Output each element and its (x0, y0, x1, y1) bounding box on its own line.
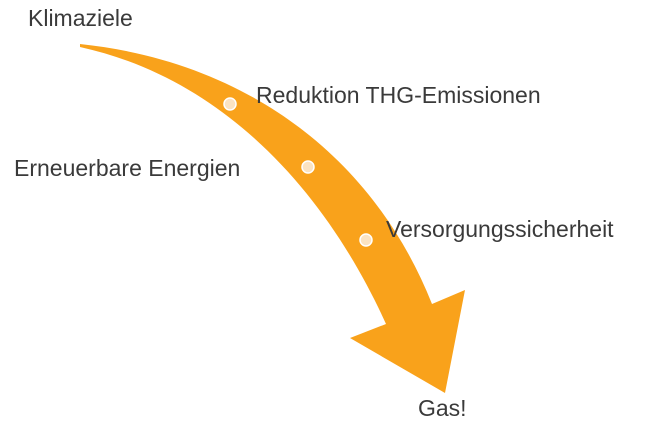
milestone-label: Reduktion THG-Emissionen (256, 82, 541, 108)
milestone-dot (359, 233, 373, 247)
milestone-label: Erneuerbare Energien (14, 155, 240, 181)
milestone-label: Versorgungssicherheit (386, 216, 614, 242)
curved-arrow (80, 44, 465, 393)
start-label: Klimaziele (28, 5, 133, 31)
end-label: Gas! (418, 395, 467, 421)
milestone-dot (301, 160, 315, 174)
milestone-dot (223, 97, 237, 111)
